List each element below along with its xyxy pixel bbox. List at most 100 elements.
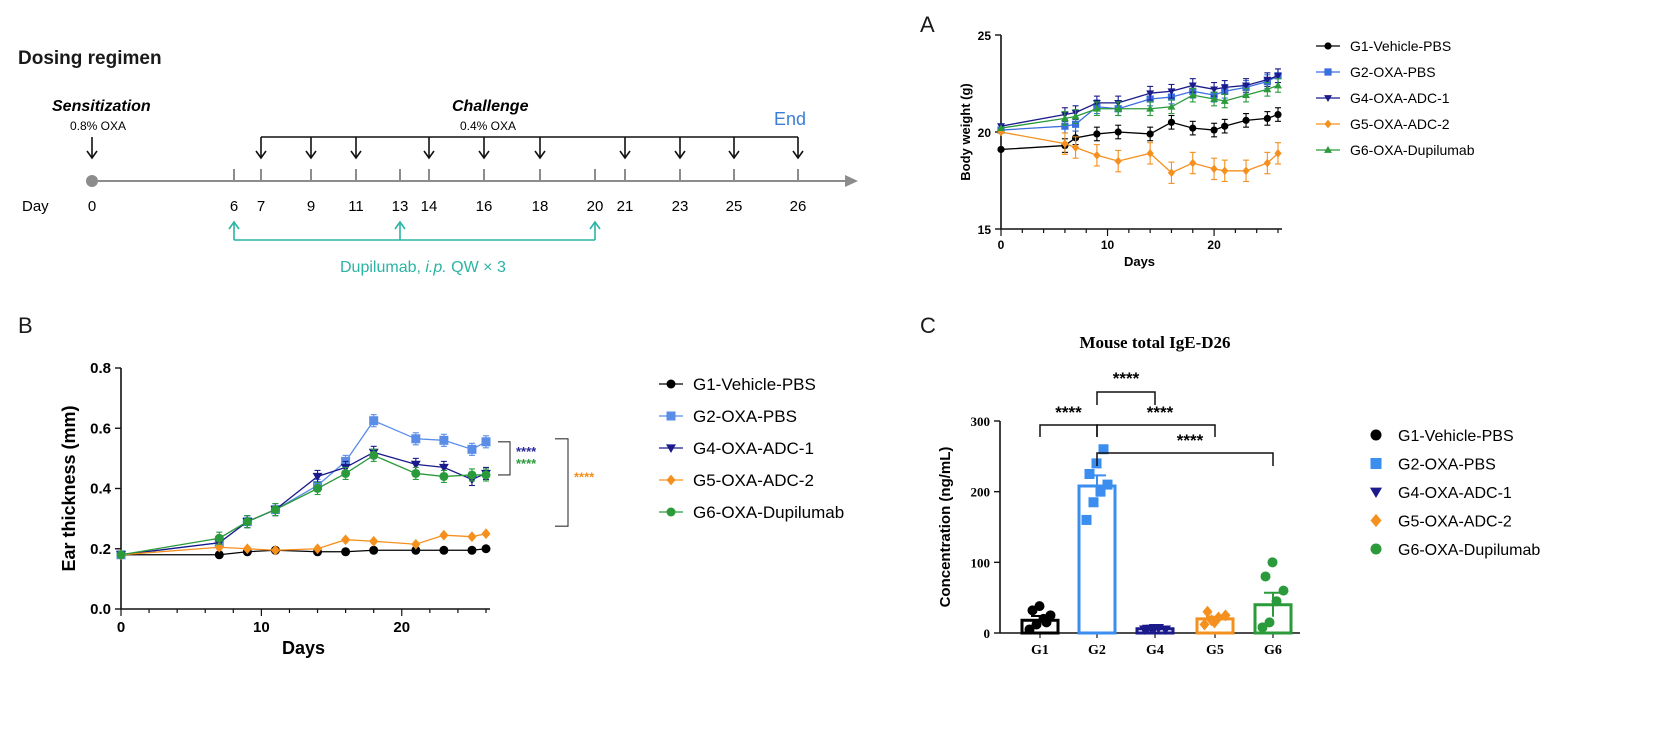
y-tick-label: 0.0 <box>90 601 111 618</box>
sig-bracket-outer <box>555 438 569 527</box>
bar-data-point <box>1088 497 1099 508</box>
data-point <box>997 124 1005 131</box>
y-axis-label: Ear thickness (mm) <box>59 405 79 571</box>
challenge-arrowhead <box>255 150 267 160</box>
challenge-arrowhead <box>728 150 740 160</box>
legend-marker <box>666 474 676 486</box>
data-point <box>410 460 421 470</box>
data-point <box>1167 102 1176 110</box>
legend-label: G6-OXA-Dupilumab <box>1398 542 1540 559</box>
legend-label: G4-OXA-ADC-1 <box>1398 485 1512 502</box>
data-point <box>481 470 491 480</box>
legend-label: G5-OXA-ADC-2 <box>693 471 814 490</box>
data-point <box>1263 114 1271 123</box>
dupilumab-arrowhead <box>394 220 406 230</box>
day-tick-label: 25 <box>726 198 743 215</box>
bar-data-point <box>1095 486 1106 497</box>
data-point <box>411 538 421 550</box>
legend-marker <box>1370 513 1382 528</box>
bar-data-point <box>1264 617 1275 628</box>
bar-data-point <box>1024 624 1035 635</box>
panel-letter-b: B <box>18 313 33 338</box>
bar-data-point <box>1160 625 1171 635</box>
data-point <box>1167 168 1176 178</box>
bar-data-point <box>1271 596 1282 607</box>
bar-data-point <box>1034 601 1045 612</box>
x-tick-label: 0 <box>117 619 125 636</box>
y-tick-label: 0.4 <box>90 481 112 498</box>
dupilumab-arrowhead <box>228 220 240 230</box>
data-point <box>411 468 421 478</box>
day-tick-label: 20 <box>587 198 604 215</box>
legend-marker <box>1324 95 1332 102</box>
dupilumab-arrowhead <box>589 220 601 230</box>
day-tick-label: 18 <box>532 198 549 215</box>
data-point <box>270 544 280 556</box>
data-point <box>341 534 351 546</box>
y-tick-label: 15 <box>978 223 992 237</box>
sig-label-g5: **** <box>574 469 595 484</box>
bar-G2 <box>1077 484 1117 635</box>
sig-label-g2-g5: **** <box>1147 403 1174 422</box>
chart-c-title: Mouse total IgE-D26 <box>1079 333 1230 352</box>
bar-data-point <box>1098 444 1109 455</box>
data-point <box>369 416 379 426</box>
x-tick-label: 0 <box>998 238 1005 252</box>
data-point <box>1146 104 1155 112</box>
x-tick-label: G6 <box>1264 643 1282 658</box>
y-tick-label: 0 <box>984 626 991 641</box>
data-point <box>1210 126 1218 134</box>
x-tick-label: G1 <box>1031 643 1049 658</box>
bar-data-point <box>1149 624 1160 634</box>
legend-marker <box>666 507 676 517</box>
dupilumab-label-route: i.p. <box>425 259 446 276</box>
data-point <box>369 535 379 547</box>
bar-data-point <box>1081 514 1092 525</box>
bar-data-point <box>1278 585 1289 596</box>
legend-marker <box>666 379 676 389</box>
day-tick-label: 13 <box>392 198 409 215</box>
data-point <box>1188 91 1197 99</box>
panel-letter-c: C <box>920 313 936 338</box>
sig-bracket-g2-g4 <box>1096 391 1156 405</box>
data-point <box>1210 86 1219 94</box>
data-point <box>214 550 224 560</box>
bar-data-point <box>1084 469 1095 479</box>
data-point <box>1167 118 1176 126</box>
data-point <box>467 545 477 555</box>
data-point <box>313 484 323 493</box>
legend-label: G6-OXA-Dupilumab <box>693 503 844 522</box>
data-point <box>1071 120 1080 128</box>
legend-label: G2-OXA-PBS <box>1350 64 1436 80</box>
y-tick-label: 0.6 <box>90 420 111 437</box>
data-point <box>481 528 491 540</box>
legend-marker <box>1324 146 1332 153</box>
data-point <box>439 545 449 555</box>
data-point <box>341 547 351 557</box>
legend-marker <box>1370 429 1382 441</box>
sig-bracket-g2-g5 <box>1096 424 1216 437</box>
legend-marker <box>1324 42 1332 50</box>
legend-label: G5-OXA-ADC-2 <box>1398 514 1512 531</box>
data-point <box>242 517 252 527</box>
data-point <box>1220 84 1229 92</box>
challenge-label: Challenge <box>452 98 529 115</box>
data-point <box>116 550 126 560</box>
y-tick-label: 200 <box>971 485 991 500</box>
sig-bracket-g2-g6 <box>1096 452 1274 466</box>
data-point <box>1221 166 1229 176</box>
legend-label: G2-OXA-PBS <box>693 407 797 426</box>
data-point <box>1220 97 1229 104</box>
data-point <box>312 472 323 482</box>
data-point <box>1221 122 1229 130</box>
data-point <box>1242 166 1250 176</box>
data-point <box>313 543 323 555</box>
sig-label-g2-g4: **** <box>1113 369 1140 388</box>
day-axis-label: Day <box>22 198 49 215</box>
legend-label: G4-OXA-ADC-1 <box>1350 90 1450 106</box>
sensitization-arrowhead <box>86 150 98 160</box>
data-point <box>997 145 1005 154</box>
